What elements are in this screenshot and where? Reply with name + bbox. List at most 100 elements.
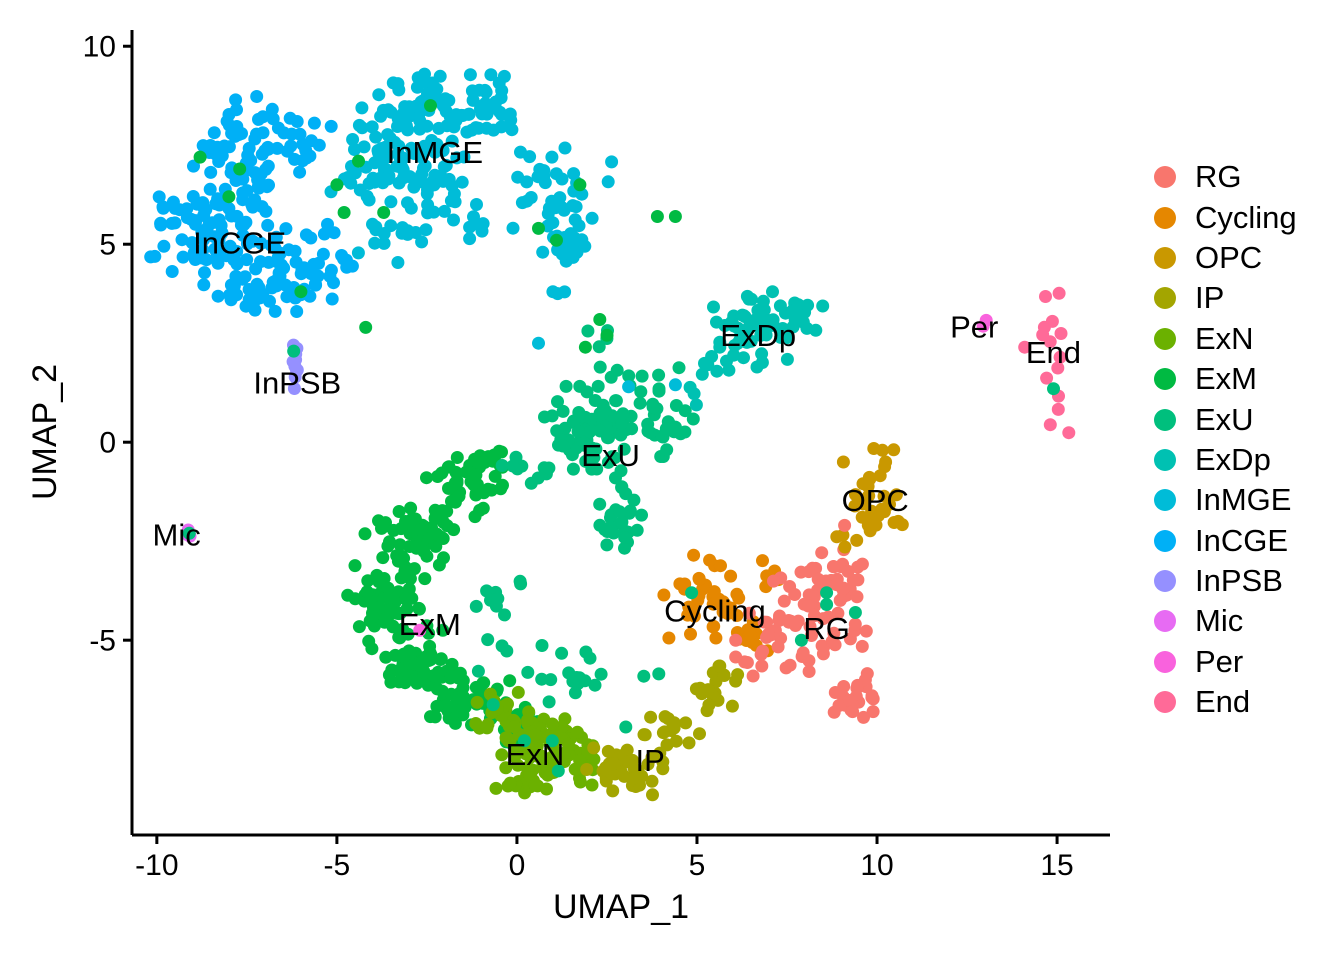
data-point-InCGE [273,246,287,260]
data-point-ExU [652,382,666,396]
data-point-InCGE [246,200,260,214]
data-point-InMGE [546,216,560,230]
data-point-ExU [635,369,649,383]
data-point-InMGE [404,201,418,215]
data-point-Per [976,319,990,333]
data-point-InMGE [396,221,409,235]
data-point-ExN [503,776,517,790]
data-point-ExU [498,608,511,622]
data-point-InCGE [230,103,243,117]
data-point-InCGE [304,134,318,148]
data-point-InCGE [227,252,241,266]
legend-item-InCGE: InCGE [1154,521,1297,561]
data-point-ExDp [705,350,719,363]
data-point-InCGE [299,228,313,242]
data-point-InMGE [396,151,410,165]
data-point-ExU [583,425,597,439]
data-point-InMGE [494,91,508,105]
data-point-IP [627,771,641,785]
data-point-ExU [615,515,629,529]
data-point-InMGE [374,109,388,123]
cluster-points-InCGE [144,90,359,318]
data-point-ExU [542,461,556,475]
data-point-ExU [571,425,585,439]
data-point-InCGE [180,202,194,216]
data-point-ExM [469,468,483,482]
data-point-ExU [486,698,500,712]
data-point-InMGE [369,130,383,144]
data-point-RG [855,639,869,653]
data-point-InCGE [262,255,276,269]
data-point-ExN [540,782,553,796]
data-point-InMGE [391,112,405,126]
data-point-InMGE [442,172,456,186]
legend-swatch-icon [1154,408,1176,431]
cluster-label-Per: Per [950,309,998,344]
points-layer [144,67,1076,802]
data-point-ExU [514,577,528,591]
data-point-ExDp [689,398,703,412]
data-point-InMGE [411,71,425,85]
data-point-InMGE [362,193,376,207]
data-point-InMGE [404,141,418,155]
data-point-InCGE [299,143,313,157]
data-point-ExU [600,538,614,552]
legend-label: ExM [1195,361,1257,397]
cluster-points-OPC [830,442,909,554]
data-point-IP [614,765,628,779]
data-point-RG [796,646,810,660]
data-point-ExU [551,395,564,409]
data-point-OPC [873,469,887,483]
data-point-RG [850,681,864,695]
data-point-InMGE [487,123,500,137]
y-axis-title: UMAP_2 [26,364,64,500]
legend-label: ExU [1195,401,1254,437]
data-point-InCGE [251,173,265,187]
data-point-ExU [794,633,808,647]
data-point-InMGE [341,171,355,184]
data-point-RG [767,574,780,588]
data-point-ExN [470,695,484,709]
data-point-InCGE [242,141,256,155]
data-point-ExDp [728,339,742,352]
data-point-ExDp [738,310,752,324]
data-point-ExM [578,340,592,354]
data-point-End [1036,328,1050,342]
data-point-InMGE [558,141,572,155]
data-point-IP [645,774,659,788]
data-point-Cycling [657,588,671,602]
data-point-InCGE [290,305,304,318]
data-point-ExDp [755,356,769,369]
data-point-RG [802,565,816,579]
data-point-OPC [889,488,903,502]
data-point-ExU [495,459,509,472]
data-point-OPC [867,442,881,455]
cluster-label-ExU: ExU [581,438,640,473]
data-point-InCGE [271,121,285,135]
data-point-ExM [442,481,455,495]
data-point-ExM [430,699,444,713]
data-point-ExM [348,559,362,573]
data-point-ExM [392,505,406,518]
data-point-InCGE [197,233,211,247]
y-tick-label: -5 [89,625,116,658]
data-point-InMGE [514,145,527,159]
data-point-InMGE [422,140,436,154]
data-point-ExDp [766,285,779,299]
data-point-Cycling [709,631,723,645]
data-point-End [1053,350,1067,364]
data-point-InCGE [290,115,304,128]
data-point-ExDp [773,299,787,313]
data-point-RG [828,686,842,699]
data-point-ExU [556,404,570,418]
data-point-End [1039,290,1052,303]
data-point-ExU [562,666,576,680]
data-point-InMGE [419,223,433,237]
data-point-ExDp [780,352,794,366]
data-point-ExM [427,669,441,683]
data-point-IP [701,683,715,697]
legend-label: InMGE [1195,482,1292,518]
data-point-ExM [386,620,400,634]
data-point-Cycling [687,548,701,562]
